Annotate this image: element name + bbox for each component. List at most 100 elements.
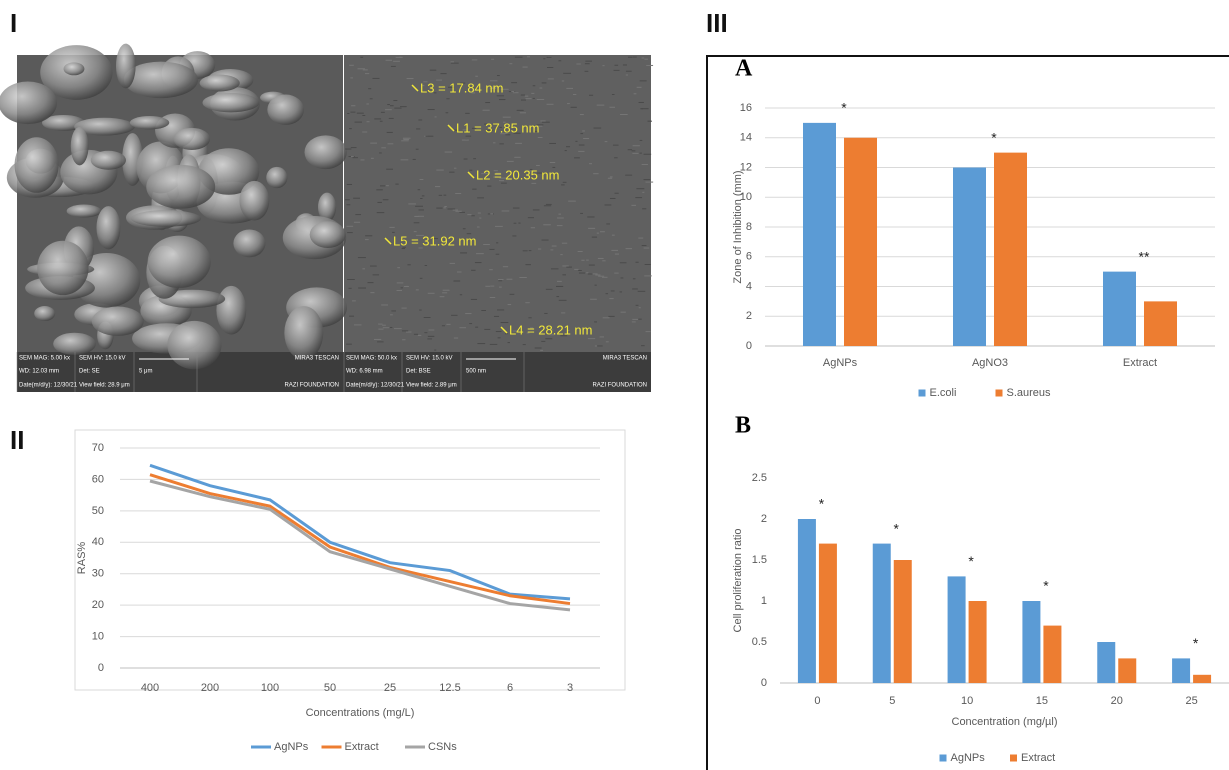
bar <box>994 152 1027 346</box>
x-axis-label: Concentrations (mg/L) <box>306 707 415 719</box>
sem-texture <box>434 349 437 351</box>
bar <box>1043 625 1062 683</box>
sem-texture <box>540 349 544 351</box>
sem-texture <box>594 321 597 323</box>
bar <box>844 137 877 346</box>
sem-texture <box>590 273 598 275</box>
x-tick-label: 25 <box>1185 695 1197 707</box>
sem-texture <box>412 158 416 160</box>
sem-texture <box>399 56 402 58</box>
sem-texture <box>578 144 585 146</box>
sem-texture <box>597 257 604 259</box>
annotation: * <box>1043 578 1049 594</box>
sem-texture <box>547 67 554 69</box>
sem-texture <box>415 205 423 207</box>
sem-texture <box>0 81 58 125</box>
sem-texture <box>348 287 352 289</box>
sem-texture <box>352 157 358 159</box>
sem-info-text: SEM MAG: 50.0 kx <box>346 356 397 362</box>
sem-texture <box>552 166 556 168</box>
sem-texture <box>493 123 496 125</box>
sem-texture <box>575 140 578 142</box>
sem-texture <box>528 317 532 319</box>
sem-texture <box>631 150 636 152</box>
y-axis-label: RAS% <box>76 542 88 575</box>
sem-texture <box>561 80 565 82</box>
sem-texture <box>469 169 473 171</box>
sem-texture <box>562 265 569 267</box>
sem-texture <box>129 116 170 130</box>
sem-texture <box>619 262 627 264</box>
sem-texture <box>594 284 597 286</box>
sem-texture <box>495 253 500 255</box>
sem-info-text: 5 μm <box>139 369 152 375</box>
sem-texture <box>595 274 601 276</box>
sem-texture <box>545 203 552 205</box>
sem-texture <box>574 157 580 159</box>
sem-texture <box>632 56 637 58</box>
sem-texture <box>360 56 364 58</box>
sem-texture <box>444 151 453 153</box>
sem-texture <box>641 345 645 347</box>
sem-texture <box>382 327 390 329</box>
sem-texture <box>540 120 546 122</box>
sem-texture <box>605 293 609 295</box>
sem-texture <box>536 164 540 166</box>
sem-texture <box>376 189 383 191</box>
sem-texture <box>522 250 528 252</box>
x-tick-label: 5 <box>889 695 895 707</box>
sem-texture <box>495 225 503 227</box>
bar <box>872 543 891 683</box>
sem-texture <box>446 323 451 325</box>
sem-texture <box>395 56 403 58</box>
sem-texture <box>459 294 463 296</box>
sem-texture <box>370 265 377 267</box>
legend-label: CSNs <box>428 741 457 753</box>
sem-texture <box>440 73 447 75</box>
legend-label: AgNPs <box>951 752 986 764</box>
sem-texture <box>347 112 350 114</box>
sem-texture <box>347 232 353 234</box>
sem-texture <box>402 339 406 341</box>
sem-texture <box>560 335 568 337</box>
sem-texture <box>611 93 615 95</box>
sem-texture <box>567 329 570 331</box>
sem-texture <box>407 264 411 266</box>
measurement-label: L4 = 28.21 nm <box>509 322 592 337</box>
sem-texture <box>454 167 457 169</box>
sem-texture <box>534 347 542 349</box>
y-tick-label: 1.5 <box>752 554 767 566</box>
y-tick-label: 50 <box>92 505 104 517</box>
sem-texture <box>602 276 608 278</box>
sem-texture <box>578 269 582 271</box>
sem-image <box>344 55 651 352</box>
sem-texture <box>512 92 519 94</box>
sem-texture <box>442 289 450 291</box>
sem-texture <box>74 117 135 136</box>
sem-texture <box>596 104 605 106</box>
sem-texture <box>578 272 586 274</box>
x-tick-label: 12.5 <box>439 682 460 694</box>
sem-texture <box>547 78 554 80</box>
y-tick-label: 40 <box>92 536 104 548</box>
line <box>149 473 571 606</box>
legend-label: S.aureus <box>1007 387 1052 399</box>
sem-texture <box>514 156 521 158</box>
sem-texture <box>509 293 515 295</box>
sem-texture <box>386 131 393 133</box>
sem-texture <box>485 129 493 131</box>
sem-texture <box>349 64 354 66</box>
sem-texture <box>599 336 605 338</box>
sem-texture <box>525 98 532 100</box>
sem-texture <box>485 102 491 104</box>
sem-texture <box>487 185 492 187</box>
sem-texture <box>496 242 499 244</box>
sem-texture <box>545 288 553 290</box>
sem-texture <box>428 329 435 331</box>
sem-texture <box>539 332 543 334</box>
sem-texture <box>450 61 455 63</box>
sem-texture <box>549 142 557 144</box>
sem-texture <box>551 245 557 247</box>
panel-frame <box>706 55 1229 770</box>
